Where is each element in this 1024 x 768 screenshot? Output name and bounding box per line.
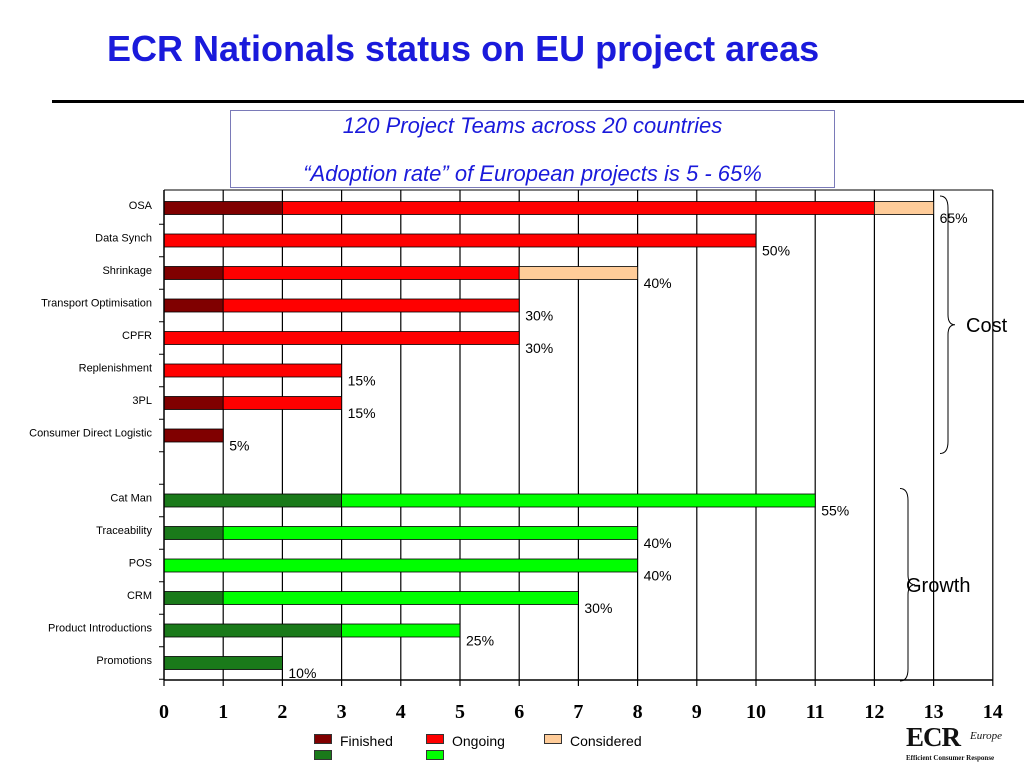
legend-swatch-finished-cost — [314, 734, 332, 744]
x-tick-label: 1 — [218, 701, 228, 723]
category-label: Traceability — [96, 525, 152, 537]
group-brace — [899, 488, 916, 682]
bar-ongoing — [222, 526, 638, 540]
category-label: CRM — [127, 590, 152, 602]
rate-label: 55% — [821, 503, 849, 519]
chart-legend: Finished Ongoing Considered — [314, 733, 714, 763]
rate-label: 15% — [348, 405, 376, 421]
x-tick-label: 9 — [692, 701, 702, 723]
legend-label-considered: Considered — [570, 733, 642, 749]
bar-ongoing — [163, 331, 520, 345]
bar-ongoing — [222, 266, 520, 280]
rate-label: 10% — [288, 665, 316, 681]
category-label: CPFR — [122, 330, 152, 342]
category-label: Data Synch — [95, 233, 152, 245]
x-tick-label: 5 — [455, 701, 465, 723]
x-tick-label: 3 — [337, 701, 347, 723]
rate-label: 40% — [644, 568, 672, 584]
x-tick-label: 6 — [514, 701, 524, 723]
subtitle-line-2: “Adoption rate” of European projects is … — [303, 161, 762, 186]
x-tick-label: 14 — [983, 701, 1003, 723]
bar-ongoing — [341, 623, 461, 638]
x-tick-label: 8 — [633, 701, 643, 723]
logo-mark: ECR — [906, 722, 961, 752]
bar-ongoing — [163, 558, 639, 573]
subtitle-line-1: 120 Project Teams across 20 countries — [342, 113, 723, 138]
bar-finished — [163, 656, 283, 670]
bar-finished — [163, 266, 224, 280]
group-label: Cost — [966, 315, 1008, 337]
group-label: Growth — [906, 575, 970, 597]
slide-title: ECR Nationals status on EU project areas — [107, 28, 820, 69]
group-brace — [939, 195, 956, 454]
x-tick-label: 0 — [159, 701, 169, 723]
x-tick-label: 11 — [806, 701, 825, 723]
category-label: POS — [129, 558, 152, 570]
ecr-europe-logo: ECR Europe Efficient Consumer Response — [906, 722, 1018, 766]
category-label: Shrinkage — [102, 265, 152, 277]
rate-label: 30% — [525, 308, 553, 324]
bar-ongoing — [163, 233, 757, 248]
legend-swatch-ongoing-cost — [426, 734, 444, 744]
subtitle-box: 120 Project Teams across 20 countries “A… — [230, 110, 835, 188]
legend-swatch-considered — [544, 734, 562, 744]
bar-ongoing — [341, 493, 816, 508]
legend-swatch-finished-growth — [314, 750, 332, 760]
x-tick-label: 2 — [277, 701, 287, 723]
category-label: Transport Optimisation — [41, 298, 152, 310]
bar-considered — [518, 266, 639, 280]
rate-label: 15% — [348, 373, 376, 389]
x-tick-label: 12 — [864, 701, 884, 723]
category-label: Consumer Direct Logistic — [29, 428, 152, 440]
bar-finished — [163, 428, 224, 443]
rate-label: 30% — [525, 340, 553, 356]
x-tick-label: 7 — [573, 701, 583, 723]
category-label: Cat Man — [110, 493, 152, 505]
rate-label: 5% — [229, 438, 249, 454]
title-divider — [52, 100, 1024, 103]
rate-label: 50% — [762, 243, 790, 259]
category-label: OSA — [129, 200, 153, 212]
bar-finished — [163, 298, 224, 313]
bar-finished — [163, 623, 343, 638]
bar-ongoing — [222, 591, 579, 605]
bar-ongoing — [222, 396, 342, 410]
bar-finished — [163, 201, 283, 215]
legend-swatch-ongoing-growth — [426, 750, 444, 760]
x-tick-label: 13 — [924, 701, 944, 723]
x-tick-label: 10 — [746, 701, 766, 723]
legend-label-finished: Finished — [340, 733, 393, 749]
bar-finished — [163, 591, 224, 605]
bar-ongoing — [222, 298, 520, 313]
bar-ongoing — [281, 201, 875, 215]
bar-considered — [874, 201, 935, 215]
bar-finished — [163, 493, 343, 508]
logo-tagline: Efficient Consumer Response — [906, 754, 995, 762]
rate-label: 25% — [466, 633, 494, 649]
rate-label: 40% — [644, 535, 672, 551]
bar-ongoing — [163, 363, 343, 378]
rate-label: 65% — [940, 210, 968, 226]
rate-label: 40% — [644, 275, 672, 291]
x-tick-label: 4 — [396, 701, 406, 723]
category-label: Replenishment — [79, 363, 152, 375]
legend-label-ongoing: Ongoing — [452, 733, 505, 749]
category-label: 3PL — [132, 395, 152, 407]
bar-finished — [163, 526, 224, 540]
category-label: Product Introductions — [48, 623, 152, 635]
category-label: Promotions — [96, 655, 152, 667]
logo-region: Europe — [970, 730, 1002, 742]
rate-label: 30% — [584, 600, 612, 616]
bar-finished — [163, 396, 224, 410]
